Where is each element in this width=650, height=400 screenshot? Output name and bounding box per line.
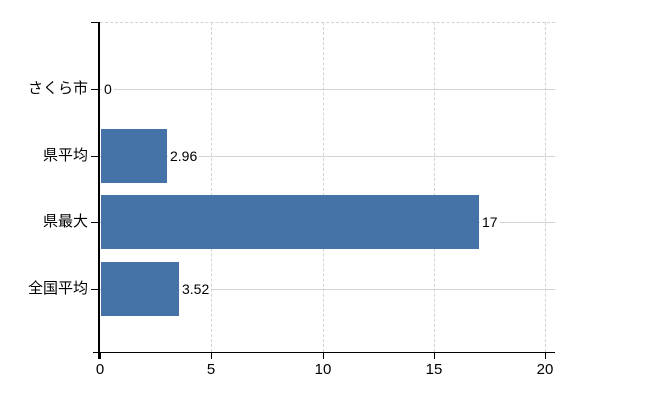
x-tick-label: 5	[206, 361, 216, 378]
x-tick-mark	[545, 352, 546, 359]
y-axis-line	[98, 22, 100, 359]
gridline-vertical	[545, 22, 546, 352]
gridline-horizontal	[100, 289, 555, 290]
bar-value-label: 17	[480, 213, 500, 231]
category-label: 県最大	[42, 213, 88, 230]
bar-value-label: 0	[102, 80, 114, 98]
bar	[101, 129, 167, 183]
gridline-vertical	[323, 22, 324, 352]
y-tick-mark	[91, 89, 100, 90]
y-tick-mark	[91, 289, 100, 290]
category-label: 県平均	[42, 147, 88, 164]
category-label: さくら市	[27, 80, 88, 97]
x-tick-label: 10	[314, 361, 332, 378]
gridline-horizontal	[100, 89, 555, 90]
bar-value-label: 3.52	[180, 280, 212, 298]
y-tick-mark	[91, 156, 100, 157]
x-tick-label: 20	[536, 361, 554, 378]
category-label: 全国平均	[27, 280, 88, 297]
gridline-vertical	[434, 22, 435, 352]
bar-value-label: 2.96	[168, 147, 200, 165]
bar	[101, 262, 179, 316]
x-tick-mark	[434, 352, 435, 359]
y-tick-mark	[91, 222, 100, 223]
gridline-vertical	[211, 22, 212, 352]
gridline-horizontal	[100, 156, 555, 157]
bar	[101, 195, 479, 249]
x-tick-mark	[211, 352, 212, 359]
x-tick-mark	[100, 352, 101, 359]
x-tick-label: 0	[95, 361, 105, 378]
x-tick-mark	[323, 352, 324, 359]
plot-top-border	[100, 22, 555, 23]
x-tick-label: 15	[425, 361, 443, 378]
y-axis-top-tick	[91, 22, 100, 23]
x-axis-line	[93, 352, 555, 353]
